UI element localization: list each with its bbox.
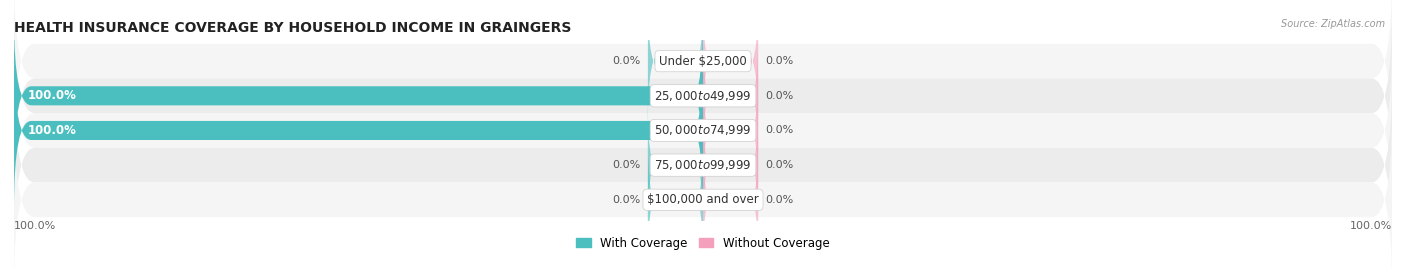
Text: $75,000 to $99,999: $75,000 to $99,999 [654, 158, 752, 172]
Text: $100,000 and over: $100,000 and over [647, 193, 759, 206]
Text: 0.0%: 0.0% [765, 195, 793, 205]
Text: Source: ZipAtlas.com: Source: ZipAtlas.com [1281, 19, 1385, 29]
Text: $50,000 to $74,999: $50,000 to $74,999 [654, 123, 752, 137]
FancyBboxPatch shape [14, 44, 1392, 217]
FancyBboxPatch shape [648, 140, 703, 260]
Text: 0.0%: 0.0% [613, 56, 641, 66]
FancyBboxPatch shape [14, 113, 1392, 269]
FancyBboxPatch shape [703, 140, 758, 260]
FancyBboxPatch shape [703, 36, 758, 155]
Text: 100.0%: 100.0% [28, 124, 77, 137]
Text: Under $25,000: Under $25,000 [659, 55, 747, 68]
Text: 0.0%: 0.0% [765, 91, 793, 101]
FancyBboxPatch shape [703, 1, 758, 121]
Text: 100.0%: 100.0% [14, 221, 56, 231]
FancyBboxPatch shape [648, 1, 703, 121]
FancyBboxPatch shape [14, 53, 703, 208]
FancyBboxPatch shape [648, 105, 703, 225]
FancyBboxPatch shape [14, 9, 1392, 182]
Text: 0.0%: 0.0% [765, 125, 793, 136]
Legend: With Coverage, Without Coverage: With Coverage, Without Coverage [572, 232, 834, 254]
Text: 0.0%: 0.0% [765, 160, 793, 170]
FancyBboxPatch shape [703, 71, 758, 190]
Text: 100.0%: 100.0% [28, 89, 77, 102]
Text: 0.0%: 0.0% [613, 160, 641, 170]
Text: 100.0%: 100.0% [1350, 221, 1392, 231]
FancyBboxPatch shape [14, 79, 1392, 252]
FancyBboxPatch shape [703, 105, 758, 225]
Text: HEALTH INSURANCE COVERAGE BY HOUSEHOLD INCOME IN GRAINGERS: HEALTH INSURANCE COVERAGE BY HOUSEHOLD I… [14, 21, 571, 35]
FancyBboxPatch shape [14, 0, 1392, 148]
Text: 0.0%: 0.0% [765, 56, 793, 66]
Text: 0.0%: 0.0% [613, 195, 641, 205]
FancyBboxPatch shape [14, 19, 703, 173]
Text: $25,000 to $49,999: $25,000 to $49,999 [654, 89, 752, 103]
